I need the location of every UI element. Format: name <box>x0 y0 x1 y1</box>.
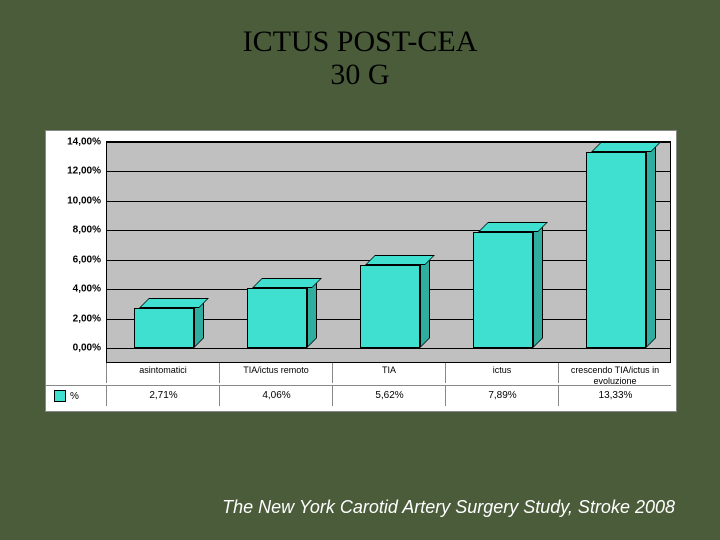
bar <box>586 152 646 348</box>
bar <box>473 232 533 348</box>
y-tick-label: 8,00% <box>73 225 101 236</box>
slide: { "title_line1": "ICTUS POST-CEA", "titl… <box>0 0 720 540</box>
y-tick-label: 12,00% <box>67 166 101 177</box>
bar <box>360 265 420 348</box>
data-value-cell: 13,33% <box>558 386 672 406</box>
citation: The New York Carotid Artery Surgery Stud… <box>222 497 675 518</box>
y-tick-label: 2,00% <box>73 313 101 324</box>
chart-container: 0,00% 2,00% 4,00% 6,00% 8,00% 10,00% 12,00% 14,… <box>45 130 677 412</box>
series-swatch <box>54 390 66 402</box>
x-category-label: TIA/ictus remoto <box>219 363 332 383</box>
x-category-label: asintomatici <box>106 363 219 383</box>
y-tick-label: 0,00% <box>73 343 101 354</box>
y-tick-label: 4,00% <box>73 284 101 295</box>
title-line-1: ICTUS POST-CEA <box>243 25 478 58</box>
y-tick-label: 14,00% <box>67 137 101 148</box>
gridline <box>107 348 670 349</box>
bar <box>247 288 307 348</box>
gridline <box>107 142 670 143</box>
bar <box>134 308 194 348</box>
plot-area: 0,00%2,00%4,00%6,00%8,00%10,00%12,00%14,… <box>106 141 671 363</box>
data-value-cell: 2,71% <box>106 386 220 406</box>
y-tick-label: 10,00% <box>67 195 101 206</box>
data-value-cell: 4,06% <box>219 386 333 406</box>
data-table-row: % 2,71%4,06%5,62%7,89%13,33% <box>46 385 671 406</box>
data-value-cell: 5,62% <box>332 386 446 406</box>
x-axis-labels: asintomaticiTIA/ictus remotoTIAictuscres… <box>46 363 671 383</box>
chart-floor <box>107 348 670 362</box>
data-value-cell: 7,89% <box>445 386 559 406</box>
y-tick-label: 6,00% <box>73 254 101 265</box>
title-line-2: 30 G <box>330 58 389 91</box>
series-label: % <box>70 391 79 402</box>
x-category-label: crescendo TIA/ictus in evoluzione <box>558 363 671 383</box>
x-category-label: ictus <box>445 363 558 383</box>
series-key: % <box>46 386 106 406</box>
chart-title: ICTUS POST-CEA 30 G <box>0 25 720 91</box>
x-category-label: TIA <box>332 363 445 383</box>
